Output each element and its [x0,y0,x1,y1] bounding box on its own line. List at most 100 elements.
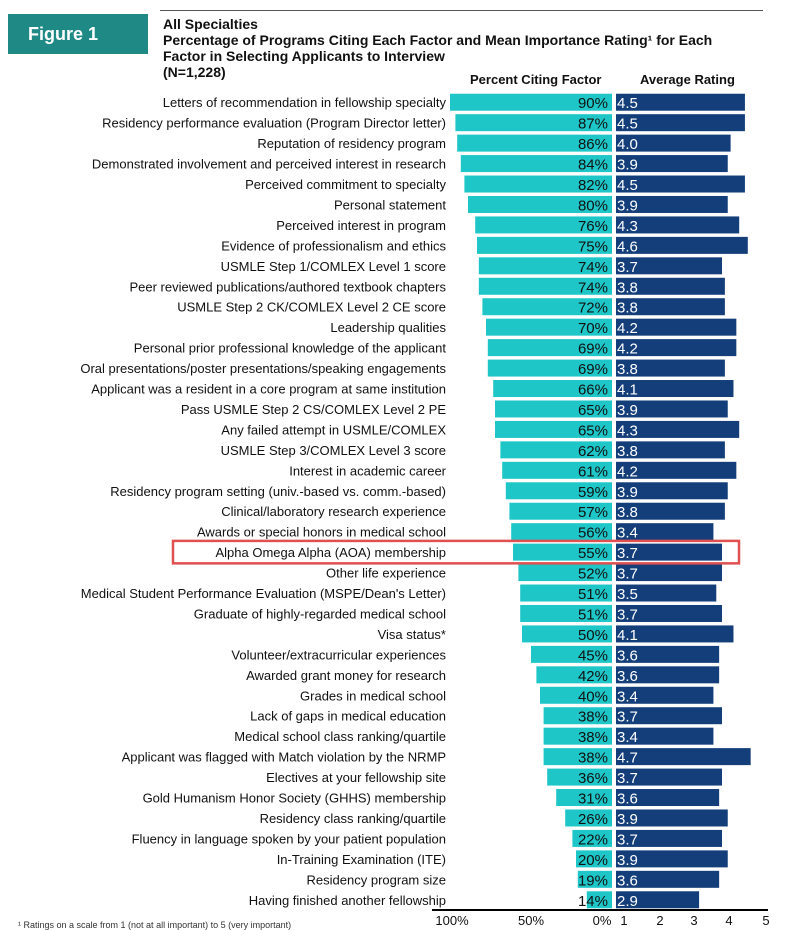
percent-bar [511,523,612,541]
category-label: Residency class ranking/quartile [260,811,446,826]
percent-value-label: 22% [578,831,608,848]
category-label: Perceived interest in program [276,218,446,233]
category-label: Interest in academic career [289,463,446,478]
percent-value-label: 38% [578,709,608,726]
rating-bar [616,850,728,868]
percent-bar [505,482,612,500]
rating-axis-tick: 2 [656,913,663,928]
percent-value-label: 40% [578,688,608,705]
rating-bar [616,768,723,786]
rating-value-label: 4.2 [617,463,638,480]
percent-value-label: 82% [578,177,608,194]
title-line-2: Percentage of Programs Citing Each Facto… [163,32,713,48]
rating-bar [616,420,740,438]
rating-bar [616,359,725,377]
rating-bar [616,257,723,275]
percent-value-label: 36% [578,770,608,787]
percent-bar [586,891,612,909]
rating-bar [616,748,751,766]
percent-value-label: 75% [578,238,608,255]
rating-value-label: 3.7 [617,770,638,787]
category-label: USMLE Step 2 CK/COMLEX Level 2 CE score [177,300,446,315]
category-label: USMLE Step 1/COMLEX Level 1 score [221,259,446,274]
rating-value-label: 3.8 [617,361,638,378]
percent-bar [478,277,612,295]
rating-bar [616,400,728,418]
percent-value-label: 51% [578,586,608,603]
percent-value-label: 42% [578,668,608,685]
percent-bar [475,216,612,234]
chart-title: All Specialties Percentage of Programs C… [163,16,763,80]
rating-value-label: 3.4 [617,729,638,746]
percent-bar [576,850,612,868]
percent-bar [464,175,612,193]
figure-badge: Figure 1 [8,14,148,54]
rating-value-label: 3.7 [617,259,638,276]
rating-axis-tick: 3 [690,913,697,928]
rating-value-label: 3.9 [617,852,638,869]
percent-value-label: 76% [578,218,608,235]
percent-axis-tick: 50% [518,913,544,928]
category-label: Personal statement [334,197,446,212]
percent-axis-tick: 0% [593,913,612,928]
category-label: In-Training Examination (ITE) [277,852,446,867]
percent-value-label: 52% [578,566,608,583]
category-label: Awards or special honors in medical scho… [197,525,446,540]
percent-value-label: 50% [578,627,608,644]
title-line-4: (N=1,228) [163,64,226,80]
percent-bar [486,318,612,336]
rating-bar [616,686,714,704]
category-label: Lack of gaps in medical education [250,709,446,724]
rating-bar [616,134,731,152]
category-label: Volunteer/extracurricular experiences [231,647,446,662]
rating-bar [616,523,714,541]
rating-value-label: 3.5 [617,586,638,603]
rating-value-label: 4.6 [617,238,638,255]
rating-value-label: 3.8 [617,504,638,521]
percent-bar [450,93,612,111]
percent-bar [478,257,612,275]
percent-value-label: 26% [578,811,608,828]
rating-bar [616,789,720,807]
category-label: Letters of recommendation in fellowship … [163,95,447,110]
category-label: Fluency in language spoken by your patie… [132,831,446,846]
percent-value-label: 84% [578,157,608,174]
rating-value-label: 3.7 [617,606,638,623]
percent-bar [460,155,612,173]
rating-bar [616,175,745,193]
percent-bar [536,666,612,684]
rating-value-label: 3.8 [617,300,638,317]
category-label: Grades in medical school [300,688,446,703]
rating-bar [616,809,728,827]
title-line-3: Factor in Selecting Applicants to Interv… [163,48,445,64]
percent-bar [509,502,612,520]
rating-bar [616,870,720,888]
rating-value-label: 4.5 [617,177,638,194]
percent-bar [572,829,612,847]
category-label: Evidence of professionalism and ethics [221,238,446,253]
percent-value-label: 87% [578,116,608,133]
rating-value-label: 3.7 [617,545,638,562]
percent-value-label: 56% [578,525,608,542]
rating-value-label: 4.2 [617,341,638,358]
rating-value-label: 4.3 [617,218,638,235]
percent-value-label: 51% [578,606,608,623]
rating-value-label: 3.6 [617,668,638,685]
category-label: Clinical/laboratory research experience [221,504,446,519]
rating-bar [616,155,728,173]
percent-value-label: 74% [578,259,608,276]
percent-value-label: 80% [578,197,608,214]
category-label: Any failed attempt in USMLE/COMLEX [221,422,446,437]
rating-value-label: 4.1 [617,627,638,644]
category-label: Peer reviewed publications/authored text… [129,279,446,294]
rating-value-label: 3.7 [617,831,638,848]
category-label: Alpha Omega Alpha (AOA) membership [216,545,447,560]
percent-value-label: 70% [578,320,608,337]
percent-bar [577,870,612,888]
rating-bar [616,380,734,398]
rating-bar [616,543,723,561]
percent-bar [487,359,612,377]
category-label: Oral presentations/poster presentations/… [80,361,446,376]
percent-bar [502,461,612,479]
category-label: Visa status* [378,627,446,642]
